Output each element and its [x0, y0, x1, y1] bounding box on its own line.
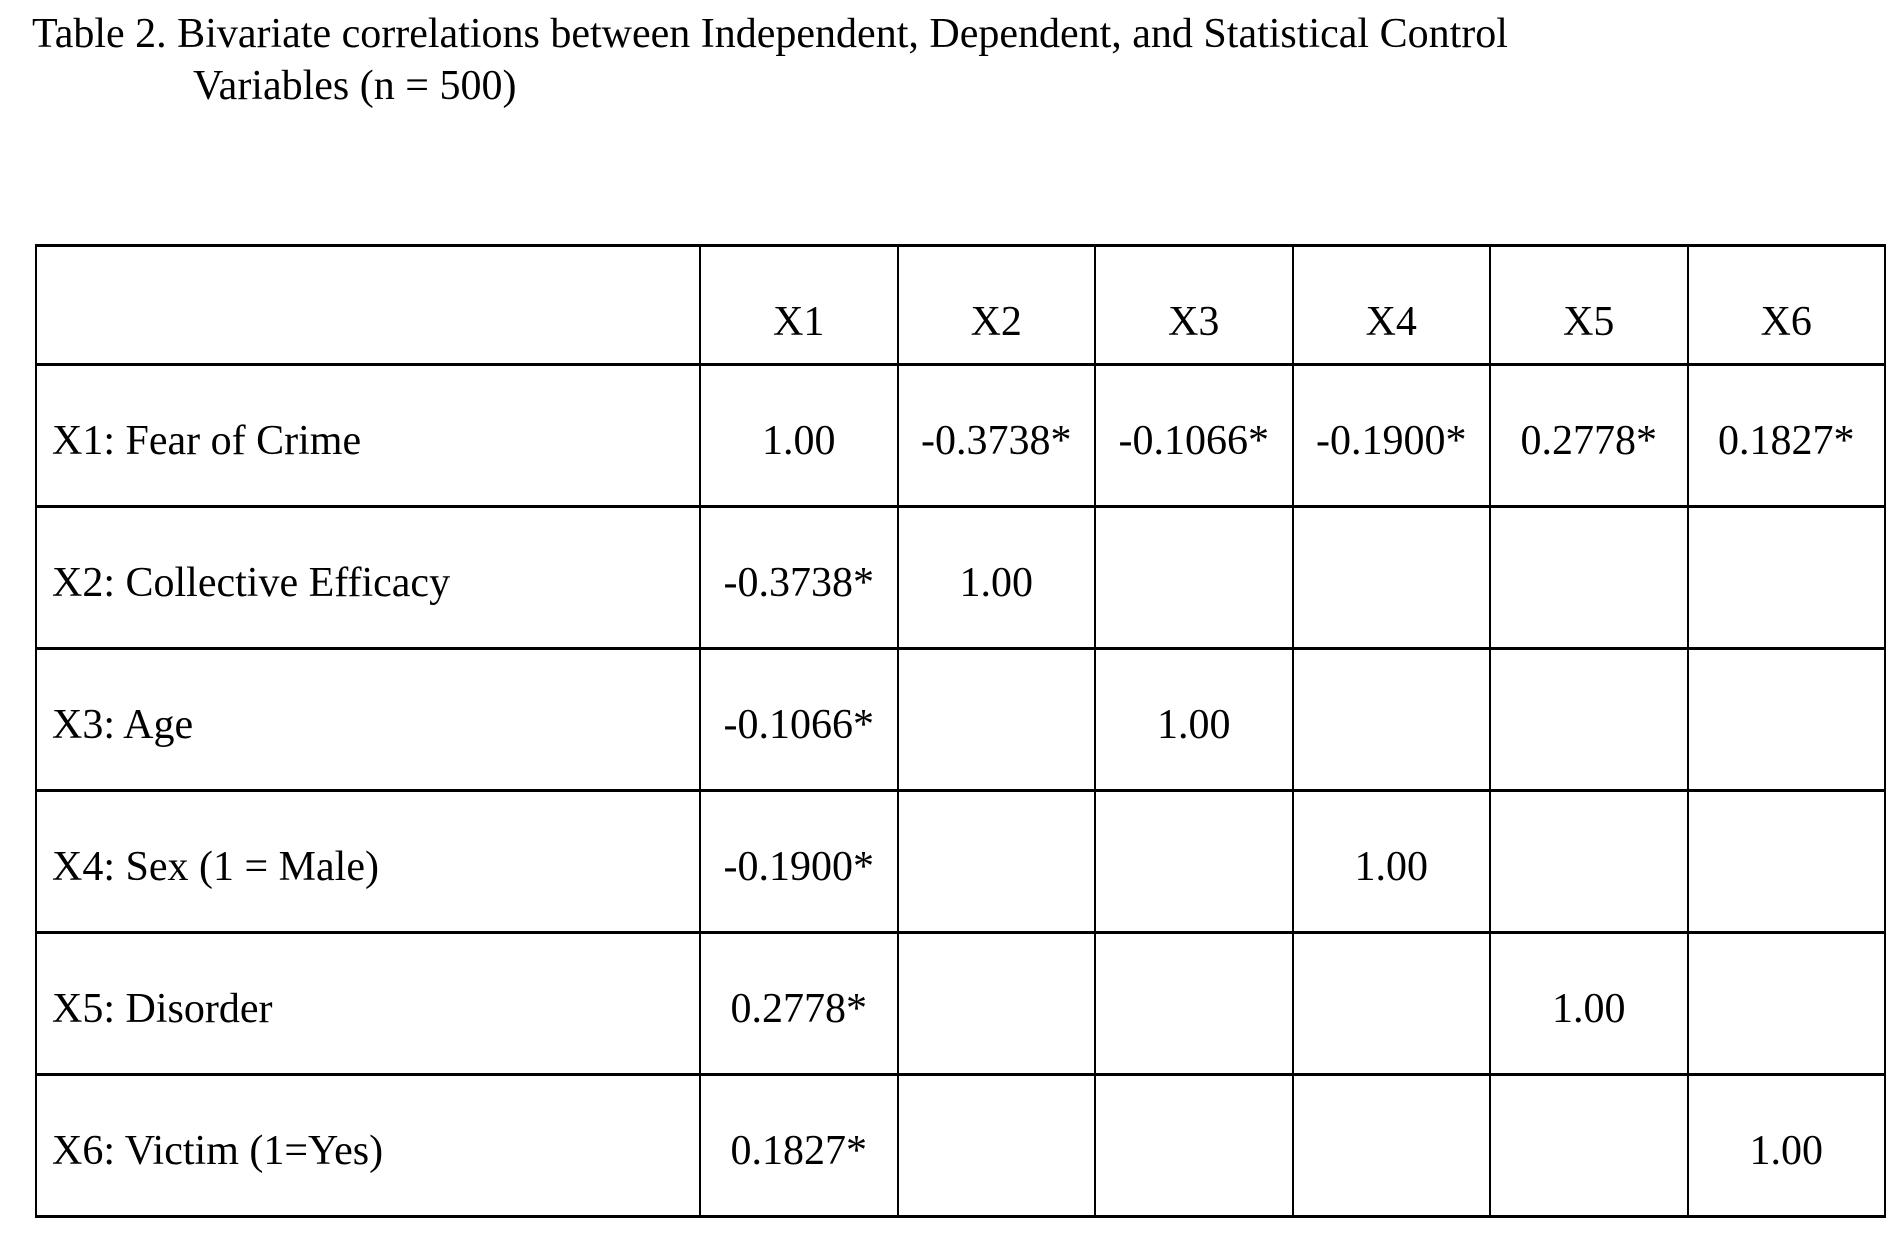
- cell-x4-x3: [1094, 789, 1294, 934]
- cell-x1-x5: 0.2778*: [1489, 363, 1689, 508]
- cell-x2-x1: -0.3738*: [699, 505, 899, 650]
- cell-x6-x2: [896, 1073, 1096, 1218]
- cell-x1-x3: -0.1066*: [1094, 363, 1294, 508]
- cell-x2-x3: [1094, 505, 1294, 650]
- cell-x3-x6: [1686, 647, 1886, 792]
- table-row-x6: X6: Victim (1=Yes) 0.1827* 1.00: [35, 1073, 1886, 1218]
- cell-x6-x3: [1094, 1073, 1294, 1218]
- column-header-x4: X4: [1291, 244, 1491, 366]
- cell-x4-x1: -0.1900*: [699, 789, 899, 934]
- cell-x4-x6: [1686, 789, 1886, 934]
- table-row-x5: X5: Disorder 0.2778* 1.00: [35, 931, 1886, 1076]
- column-header-x5: X5: [1489, 244, 1689, 366]
- table-row-x2: X2: Collective Efficacy -0.3738* 1.00: [35, 505, 1886, 650]
- row-label-x5: X5: Disorder: [35, 931, 701, 1076]
- cell-x3-x4: [1291, 647, 1491, 792]
- cell-x3-x5: [1489, 647, 1689, 792]
- cell-x4-x4: 1.00: [1291, 789, 1491, 934]
- cell-x1-x2: -0.3738*: [896, 363, 1096, 508]
- cell-x2-x2: 1.00: [896, 505, 1096, 650]
- table-row-x1: X1: Fear of Crime 1.00 -0.3738* -0.1066*…: [35, 363, 1886, 508]
- cell-x6-x6: 1.00: [1686, 1073, 1886, 1218]
- cell-x1-x4: -0.1900*: [1291, 363, 1491, 508]
- cell-x4-x2: [896, 789, 1096, 934]
- cell-x5-x2: [896, 931, 1096, 1076]
- column-header-x2: X2: [896, 244, 1096, 366]
- cell-x3-x2: [896, 647, 1096, 792]
- corner-cell: [35, 244, 701, 366]
- column-header-x3: X3: [1094, 244, 1294, 366]
- cell-x4-x5: [1489, 789, 1689, 934]
- correlation-table: X1 X2 X3 X4 X5 X6 X1: Fear of Crime 1.00…: [35, 244, 1886, 1218]
- cell-x5-x1: 0.2778*: [699, 931, 899, 1076]
- cell-x2-x5: [1489, 505, 1689, 650]
- cell-x2-x4: [1291, 505, 1491, 650]
- cell-x5-x3: [1094, 931, 1294, 1076]
- cell-x3-x3: 1.00: [1094, 647, 1294, 792]
- table-caption-line2: Variables (n = 500): [193, 63, 517, 109]
- column-header-x1: X1: [699, 244, 899, 366]
- cell-x1-x1: 1.00: [699, 363, 899, 508]
- row-label-x6: X6: Victim (1=Yes): [35, 1073, 701, 1218]
- row-label-x4: X4: Sex (1 = Male): [35, 789, 701, 934]
- cell-x6-x5: [1489, 1073, 1689, 1218]
- cell-x3-x1: -0.1066*: [699, 647, 899, 792]
- cell-x2-x6: [1686, 505, 1886, 650]
- cell-x6-x1: 0.1827*: [699, 1073, 899, 1218]
- cell-x1-x6: 0.1827*: [1686, 363, 1886, 508]
- cell-x5-x5: 1.00: [1489, 931, 1689, 1076]
- cell-x5-x4: [1291, 931, 1491, 1076]
- table-caption: Table 2. Bivariate correlations between …: [32, 8, 1508, 112]
- row-label-x3: X3: Age: [35, 647, 701, 792]
- table-row-x3: X3: Age -0.1066* 1.00: [35, 647, 1886, 792]
- row-label-x2: X2: Collective Efficacy: [35, 505, 701, 650]
- table-caption-line1: Table 2. Bivariate correlations between …: [32, 11, 1508, 57]
- column-header-x6: X6: [1686, 244, 1886, 366]
- cell-x6-x4: [1291, 1073, 1491, 1218]
- cell-x5-x6: [1686, 931, 1886, 1076]
- table-row-x4: X4: Sex (1 = Male) -0.1900* 1.00: [35, 789, 1886, 934]
- header-row: X1 X2 X3 X4 X5 X6: [35, 244, 1886, 366]
- row-label-x1: X1: Fear of Crime: [35, 363, 701, 508]
